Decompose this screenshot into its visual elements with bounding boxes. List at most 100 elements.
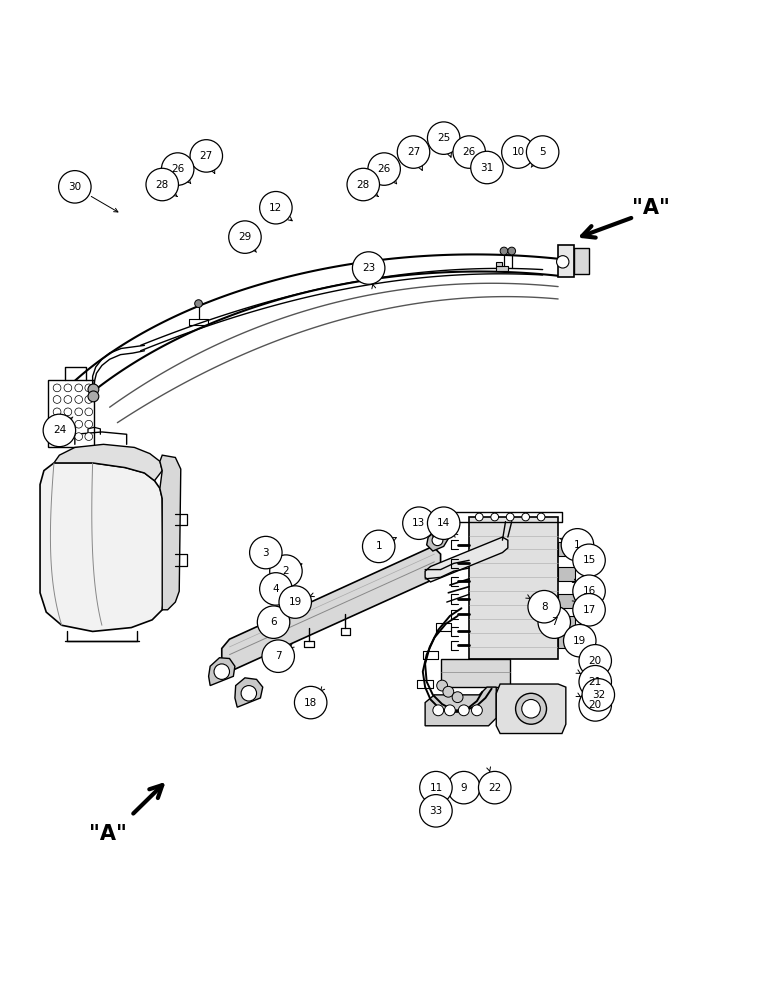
Text: 18: 18 [304,698,317,708]
FancyBboxPatch shape [558,542,575,556]
Circle shape [74,408,82,416]
Text: 26: 26 [377,164,391,174]
Text: 28: 28 [156,180,169,190]
Circle shape [538,606,570,638]
Circle shape [262,640,294,672]
Text: 28: 28 [357,180,370,190]
Circle shape [294,686,327,719]
Circle shape [479,771,511,804]
Circle shape [459,705,469,716]
Circle shape [88,391,99,402]
Circle shape [43,414,75,447]
Circle shape [501,136,534,168]
Circle shape [229,221,262,253]
Text: 10: 10 [511,147,525,157]
Circle shape [54,420,61,428]
Circle shape [526,136,559,168]
Circle shape [448,771,480,804]
Circle shape [352,252,385,284]
Text: 6: 6 [270,617,277,627]
Text: 2: 2 [282,566,289,576]
Circle shape [472,705,483,716]
Circle shape [279,586,311,618]
Circle shape [397,136,430,168]
Polygon shape [496,684,566,734]
Text: 26: 26 [462,147,476,157]
FancyBboxPatch shape [558,567,575,581]
Circle shape [260,191,292,224]
Circle shape [270,555,302,587]
Text: 13: 13 [412,518,425,528]
Circle shape [573,594,605,626]
Text: 31: 31 [480,163,494,173]
Text: 4: 4 [272,584,279,594]
Polygon shape [573,248,589,274]
Circle shape [214,664,230,679]
Circle shape [445,705,456,716]
Circle shape [64,396,71,403]
Circle shape [452,692,463,703]
Circle shape [74,433,82,440]
Circle shape [54,433,61,440]
Circle shape [146,168,178,201]
Text: 32: 32 [591,690,605,700]
Text: 12: 12 [269,203,282,213]
Circle shape [515,693,546,724]
Text: 24: 24 [53,425,66,435]
Circle shape [64,384,71,392]
Text: 1: 1 [574,540,580,550]
Circle shape [260,573,292,605]
Text: 25: 25 [437,133,450,143]
Circle shape [64,408,71,416]
Polygon shape [425,537,508,582]
Polygon shape [209,658,235,686]
Text: 33: 33 [429,806,442,816]
Text: 20: 20 [589,700,601,710]
Circle shape [453,136,486,168]
Circle shape [74,384,82,392]
Text: 9: 9 [460,783,467,793]
Circle shape [64,433,71,440]
Text: 19: 19 [289,597,302,607]
Text: 29: 29 [238,232,251,242]
Polygon shape [160,455,181,610]
Circle shape [250,536,282,569]
Text: "A": "A" [632,198,670,218]
FancyBboxPatch shape [558,616,575,630]
Text: 17: 17 [583,605,596,615]
Text: 1: 1 [376,541,382,551]
Circle shape [190,140,223,172]
Circle shape [432,535,443,546]
Circle shape [420,795,452,827]
Polygon shape [235,678,263,707]
Polygon shape [469,517,558,659]
Text: 30: 30 [68,182,81,192]
Circle shape [362,530,395,563]
Text: 11: 11 [429,783,442,793]
Text: 22: 22 [488,783,501,793]
Circle shape [59,171,91,203]
Circle shape [403,507,435,539]
Circle shape [537,513,545,521]
Circle shape [428,122,460,154]
Circle shape [258,606,289,638]
Circle shape [241,686,257,701]
Circle shape [433,705,444,716]
Circle shape [195,300,203,307]
Circle shape [556,256,569,268]
FancyBboxPatch shape [558,594,575,608]
Text: 20: 20 [589,656,601,666]
Circle shape [437,680,448,691]
Text: 3: 3 [262,548,269,558]
Circle shape [563,624,596,657]
Polygon shape [54,444,162,481]
Polygon shape [427,531,449,551]
Circle shape [85,396,92,403]
FancyBboxPatch shape [558,635,575,648]
Circle shape [500,247,508,255]
Text: 14: 14 [437,518,450,528]
Polygon shape [496,266,508,271]
Circle shape [521,513,529,521]
Circle shape [368,153,400,185]
Polygon shape [425,687,496,726]
